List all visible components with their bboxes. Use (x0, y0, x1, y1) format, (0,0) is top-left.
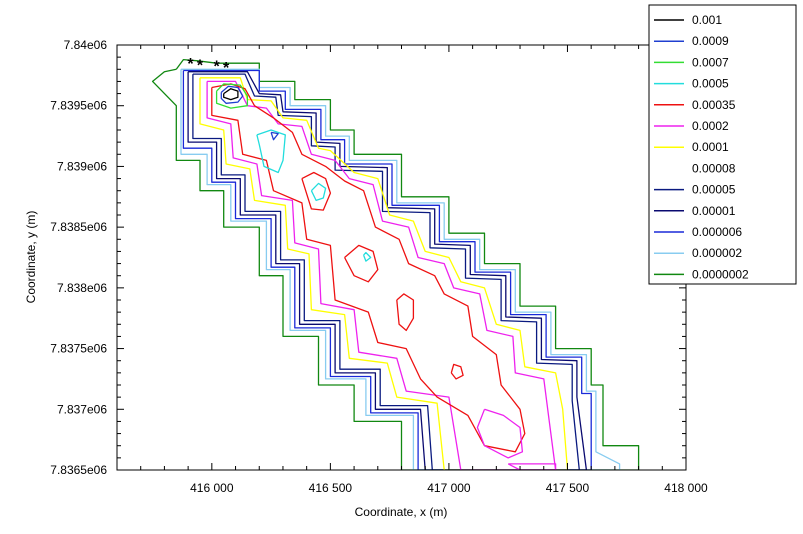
receptor-marker: * (213, 59, 220, 76)
x-tick-label: 416 000 (190, 481, 234, 495)
legend-label-0.0005: 0.0005 (692, 77, 729, 91)
contour-line-0.00005 (192, 73, 580, 470)
legend-label-0.000006: 0.000006 (692, 225, 742, 239)
contour-line-0.0007 (215, 83, 249, 109)
x-axis: 416 000 416 500 417 000 417 500 418 000 (116, 45, 708, 495)
contour-line-0.00035 (211, 83, 526, 453)
contour-line-0.00035 (344, 244, 379, 283)
legend-label-0.00008: 0.00008 (692, 161, 736, 175)
y-tick-label: 7.8385e06 (50, 220, 107, 234)
contour-line-0.000002 (180, 68, 621, 470)
contour-line-0.0005 (256, 129, 286, 174)
legend-label-0.0002: 0.0002 (692, 119, 729, 133)
legend-label-0.000002: 0.000002 (692, 246, 742, 260)
legend-label-0.0001: 0.0001 (692, 140, 729, 154)
contour-line-0.001 (223, 88, 239, 101)
legend-label-0.0000002: 0.0000002 (692, 267, 749, 281)
y-axis-title: Coordinate, y (m) (24, 211, 38, 304)
y-tick-label: 7.838e06 (57, 281, 107, 295)
receptor-marker: * (223, 60, 230, 77)
contour-layer (151, 58, 640, 470)
legend-label-0.00035: 0.00035 (692, 98, 736, 112)
y-tick-label: 7.837e06 (57, 402, 107, 416)
contour-line-0.00035 (396, 293, 415, 332)
y-tick-label: 7.8365e06 (50, 463, 107, 477)
contour-line-0.0002 (476, 408, 524, 459)
x-tick-label: 417 500 (546, 481, 590, 495)
legend: 0.001 0.0009 0.0007 0.0005 0.00035 0.0002 0.00… (648, 4, 797, 285)
contour-line-0.0009 (220, 85, 244, 104)
contour-line-0.0009 (270, 131, 279, 141)
contour-line-0.0001 (199, 77, 569, 470)
legend-label-0.0009: 0.0009 (692, 34, 729, 48)
legend-label-0.00001: 0.00001 (692, 204, 736, 218)
x-tick-label: 416 500 (309, 481, 353, 495)
contour-line-0.0005 (310, 182, 327, 202)
contour-line-0.0002 (507, 463, 557, 470)
legend-label-0.0007: 0.0007 (692, 55, 729, 69)
x-tick-label: 417 000 (427, 481, 471, 495)
x-axis-title: Coordinate, x (m) (355, 505, 448, 519)
contour-line-0.000006 (182, 69, 592, 470)
receptor-marker: * (187, 56, 194, 73)
y-tick-label: 7.8375e06 (50, 342, 107, 356)
contour-line-0.00035 (301, 171, 332, 211)
plot-area: * * * * (116, 44, 687, 471)
y-tick-label: 7.8395e06 (50, 99, 107, 113)
contour-line-0.0000002 (151, 58, 640, 470)
x-tick-label: 418 000 (664, 481, 708, 495)
contour-line-0.00001 (187, 71, 588, 470)
receptor-marker: * (197, 57, 204, 74)
contour-line-0.0002 (206, 80, 557, 470)
y-tick-label: 7.839e06 (57, 159, 107, 173)
legend-box (648, 4, 797, 285)
legend-label-0.001: 0.001 (692, 13, 722, 27)
legend-label-0.00005: 0.00005 (692, 183, 736, 197)
y-tick-label: 7.84e06 (64, 38, 108, 52)
contour-line-0.00035 (450, 363, 464, 380)
contour-line-0.0005 (362, 251, 372, 262)
receptor-layer: * * * * (187, 56, 230, 77)
